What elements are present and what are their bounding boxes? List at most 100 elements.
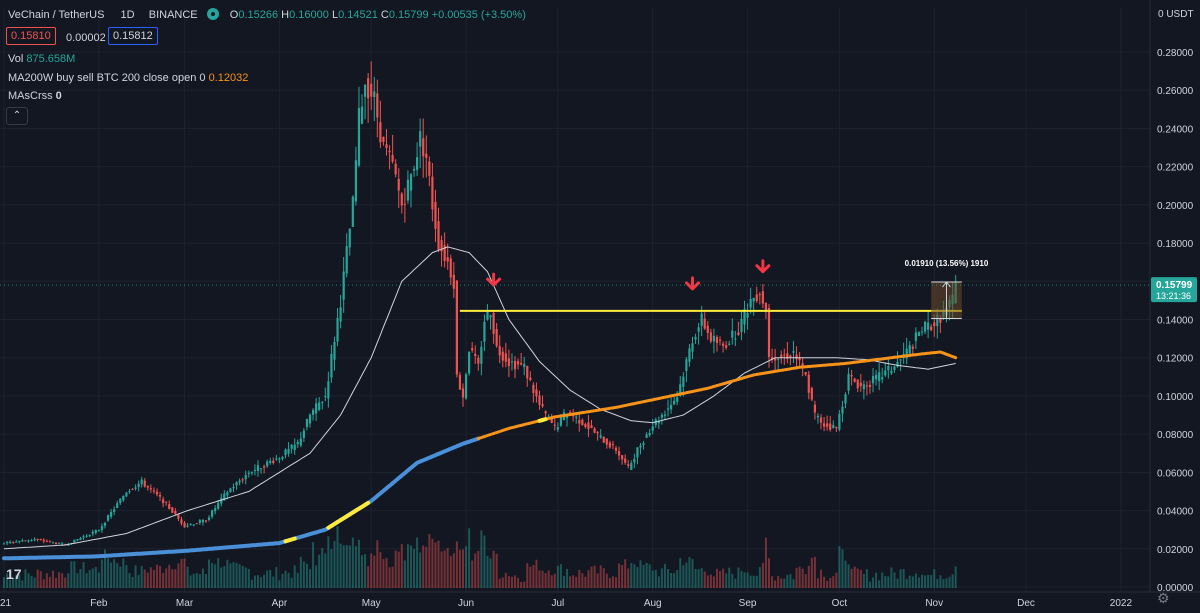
time-tick-label: Jul	[551, 598, 564, 609]
eye-icon[interactable]	[206, 8, 219, 20]
candle-body	[614, 447, 618, 451]
candle-body	[73, 539, 76, 543]
candle-body	[844, 394, 847, 404]
candle-body	[905, 348, 908, 359]
volume-bar	[621, 564, 624, 588]
buy-price-button[interactable]: 0.15812	[108, 27, 158, 45]
volume-bar	[67, 573, 70, 588]
candle-body	[388, 150, 391, 153]
candle-body	[605, 438, 608, 445]
down-arrow-annotation[interactable]	[685, 276, 700, 291]
candle-body	[131, 488, 134, 490]
price-tick-label: 0.08000	[1157, 430, 1194, 441]
candle-body	[865, 385, 869, 387]
candle-body	[878, 372, 881, 382]
candle-body	[452, 274, 455, 289]
symbol-name[interactable]: VeChain / TetherUS	[8, 9, 105, 21]
time-tick-label: May	[362, 598, 381, 609]
candle-body	[535, 389, 538, 397]
volume-indicator-legend[interactable]: Vol 875.658M	[8, 53, 75, 65]
sell-price-button[interactable]: 0.15810	[6, 27, 56, 45]
candle-body	[250, 472, 253, 474]
volume-bar	[296, 572, 299, 588]
candle-body	[495, 329, 498, 347]
candle-body	[853, 378, 856, 382]
volume-bar	[927, 574, 930, 588]
candle-body	[504, 353, 507, 362]
volume-bar	[865, 569, 868, 588]
candle-body	[936, 314, 939, 327]
candle-body	[862, 384, 865, 390]
volume-bar	[538, 570, 541, 588]
candle-body	[679, 384, 682, 396]
candle-body	[42, 539, 45, 542]
volume-bar	[688, 557, 691, 588]
last-price-badge[interactable]	[1151, 277, 1197, 303]
volume-bar	[449, 556, 452, 588]
macross-indicator-legend[interactable]: MAsCrss 0	[8, 90, 62, 102]
candle-body	[440, 240, 443, 252]
candle-body	[556, 427, 559, 430]
exchange-label: BINANCE	[148, 9, 198, 21]
candle-body	[587, 422, 590, 430]
volume-bar	[694, 568, 697, 588]
candle-body	[397, 178, 400, 191]
volume-bar	[795, 567, 798, 588]
down-arrow-annotation[interactable]	[755, 259, 771, 274]
ma-indicator-legend[interactable]: MA200W buy sell BTC 200 close open 0 0.1…	[8, 72, 248, 84]
volume-bar	[657, 576, 660, 588]
volume-bar	[302, 561, 305, 588]
volume-bar	[746, 572, 749, 588]
volume-bar	[55, 577, 58, 588]
price-tick-label: 0.20000	[1157, 201, 1194, 212]
candle-body	[278, 458, 281, 460]
candle-body	[520, 363, 523, 365]
volume-bar	[250, 579, 253, 588]
candle-body	[67, 544, 70, 546]
volume-bar	[146, 572, 149, 588]
volume-bar	[238, 564, 241, 588]
candle-body	[128, 491, 131, 493]
interval-label[interactable]: 1D	[120, 9, 135, 21]
down-arrow-annotation[interactable]	[486, 272, 502, 287]
candle-body	[688, 348, 691, 362]
volume-bar	[100, 559, 103, 588]
volume-bar	[575, 576, 578, 588]
volume-bar	[630, 562, 633, 588]
volume-bar	[379, 552, 382, 588]
volume-bar	[578, 569, 581, 588]
candle-body	[223, 493, 226, 501]
volume-bar	[917, 577, 920, 588]
volume-bar	[651, 570, 654, 588]
spread-value: 0.00002	[66, 32, 106, 44]
volume-bar	[278, 580, 281, 588]
tradingview-logo[interactable]: 17	[6, 566, 22, 582]
gear-icon[interactable]: ⚙	[1157, 590, 1170, 606]
volume-bar	[48, 576, 51, 588]
volume-bar	[792, 579, 795, 588]
candle-body	[140, 479, 143, 485]
price-tick-label: 0.12000	[1157, 354, 1194, 365]
candle-body	[143, 480, 146, 487]
close-label: C	[380, 9, 389, 21]
candle-body	[712, 335, 716, 342]
volume-bar	[679, 558, 682, 588]
volume-bar	[201, 568, 204, 588]
candle-body	[682, 376, 685, 387]
high-label: H	[281, 9, 290, 21]
volume-bar	[465, 546, 468, 588]
volume-bar	[771, 576, 774, 588]
price-tick-label: 0.22000	[1157, 163, 1194, 174]
time-tick-label: Apr	[272, 598, 288, 609]
volume-bar	[425, 546, 428, 588]
candle-body	[247, 472, 250, 474]
volume-bar	[214, 564, 217, 588]
candle-body	[376, 93, 379, 118]
volume-bar	[305, 563, 308, 588]
low-value: 0.14521	[338, 9, 378, 21]
chevron-up-icon[interactable]: ⌃	[6, 107, 28, 125]
volume-bar	[618, 563, 621, 588]
candle-body	[284, 449, 287, 456]
candle-body	[419, 131, 422, 147]
